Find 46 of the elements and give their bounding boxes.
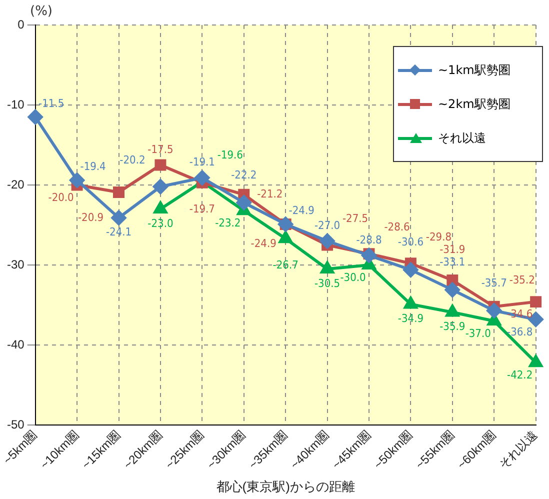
data-label: -19.1 xyxy=(189,156,215,169)
data-label: -28.6 xyxy=(384,220,410,234)
data-label: -20.0 xyxy=(48,190,74,204)
data-label: -33.1 xyxy=(440,256,466,269)
x-tick-label: それ以遠 xyxy=(496,428,540,472)
data-label: -21.2 xyxy=(257,187,283,200)
data-label: -20.2 xyxy=(120,153,146,166)
y-tick-label: -30 xyxy=(7,257,25,272)
data-label: -24.9 xyxy=(250,237,276,250)
y-tick-label: -20 xyxy=(7,177,25,192)
data-label: -37.0 xyxy=(465,326,491,340)
data-label: -27.5 xyxy=(342,212,368,225)
data-label: -11.5 xyxy=(38,96,64,110)
data-label: -42.2 xyxy=(507,368,533,382)
data-label: -34.9 xyxy=(398,312,424,326)
legend-label: ~1km駅勢圏 xyxy=(438,62,510,78)
data-label: -35.7 xyxy=(481,276,507,290)
data-label: -17.5 xyxy=(148,142,174,156)
data-label: -19.7 xyxy=(189,202,215,216)
data-label: -35.2 xyxy=(509,273,535,286)
data-label: -23.2 xyxy=(215,216,241,230)
data-label: -30.5 xyxy=(314,276,340,290)
x-axis-title: 都心(東京駅)からの距離 xyxy=(216,478,355,494)
data-label: -24.1 xyxy=(106,226,132,239)
data-label: -28.8 xyxy=(356,233,382,246)
y-tick-label: -10 xyxy=(7,97,25,112)
data-label: -30.6 xyxy=(398,236,424,249)
data-label: -35.9 xyxy=(440,320,466,334)
legend-label: それ以遠 xyxy=(438,130,486,146)
data-label: -24.9 xyxy=(288,204,314,218)
data-label: -36.8 xyxy=(507,325,533,338)
legend-label: ~2km駅勢圏 xyxy=(438,96,510,112)
data-label: -22.2 xyxy=(231,168,257,182)
y-tick-label: -40 xyxy=(7,337,25,352)
data-label: -26.7 xyxy=(272,258,298,272)
data-label: -29.8 xyxy=(426,230,452,244)
data-label: -19.6 xyxy=(217,148,243,162)
y-axis-title: (%) xyxy=(30,4,52,19)
data-label: -23.0 xyxy=(148,216,174,230)
data-label: -20.9 xyxy=(78,211,104,224)
data-label: -30.0 xyxy=(340,270,366,284)
data-label: -31.9 xyxy=(440,243,466,256)
y-tick-label: -50 xyxy=(7,417,25,432)
y-tick-label: 0 xyxy=(18,17,25,32)
data-label: -19.4 xyxy=(80,160,106,174)
data-label: -27.0 xyxy=(314,218,340,232)
